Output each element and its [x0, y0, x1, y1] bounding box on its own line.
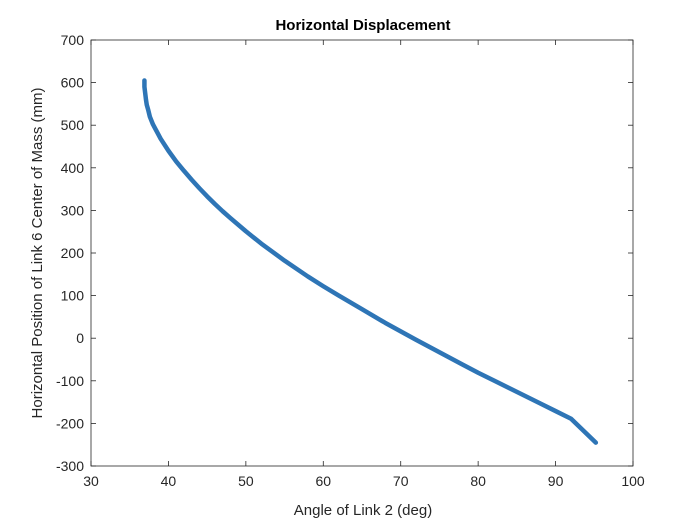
y-tick-label: 300 [61, 202, 85, 218]
y-tick-label: 100 [61, 288, 85, 304]
y-tick-label: 200 [61, 245, 85, 261]
y-tick-label: 600 [61, 75, 85, 91]
x-tick-label: 40 [161, 473, 177, 489]
y-tick-label: 0 [76, 330, 84, 346]
x-tick-label: 90 [548, 473, 564, 489]
y-tick-label: -200 [56, 415, 84, 431]
axis-ticks [90, 39, 634, 467]
x-tick-label: 100 [621, 473, 645, 489]
plot-area [90, 39, 634, 467]
y-tick-label: 500 [61, 117, 85, 133]
chart-title: Horizontal Displacement [275, 17, 450, 34]
x-tick-label: 60 [315, 473, 331, 489]
y-axis-label: Horizontal Position of Link 6 Center of … [29, 88, 46, 419]
y-tick-label: -100 [56, 373, 84, 389]
x-axis-label: Angle of Link 2 (deg) [294, 502, 432, 519]
x-tick-label: 80 [470, 473, 486, 489]
series-line [142, 78, 599, 445]
x-tick-label: 50 [238, 473, 254, 489]
x-tick-label: 30 [83, 473, 99, 489]
y-tick-label: 700 [61, 32, 85, 48]
y-tick-label: 400 [61, 160, 85, 176]
y-tick-label: -300 [56, 458, 84, 474]
tick-labels: 30 40 50 60 70 80 90 100 -300 -200 -100 0 100 200 300 4… [56, 32, 645, 489]
x-tick-label: 70 [393, 473, 409, 489]
